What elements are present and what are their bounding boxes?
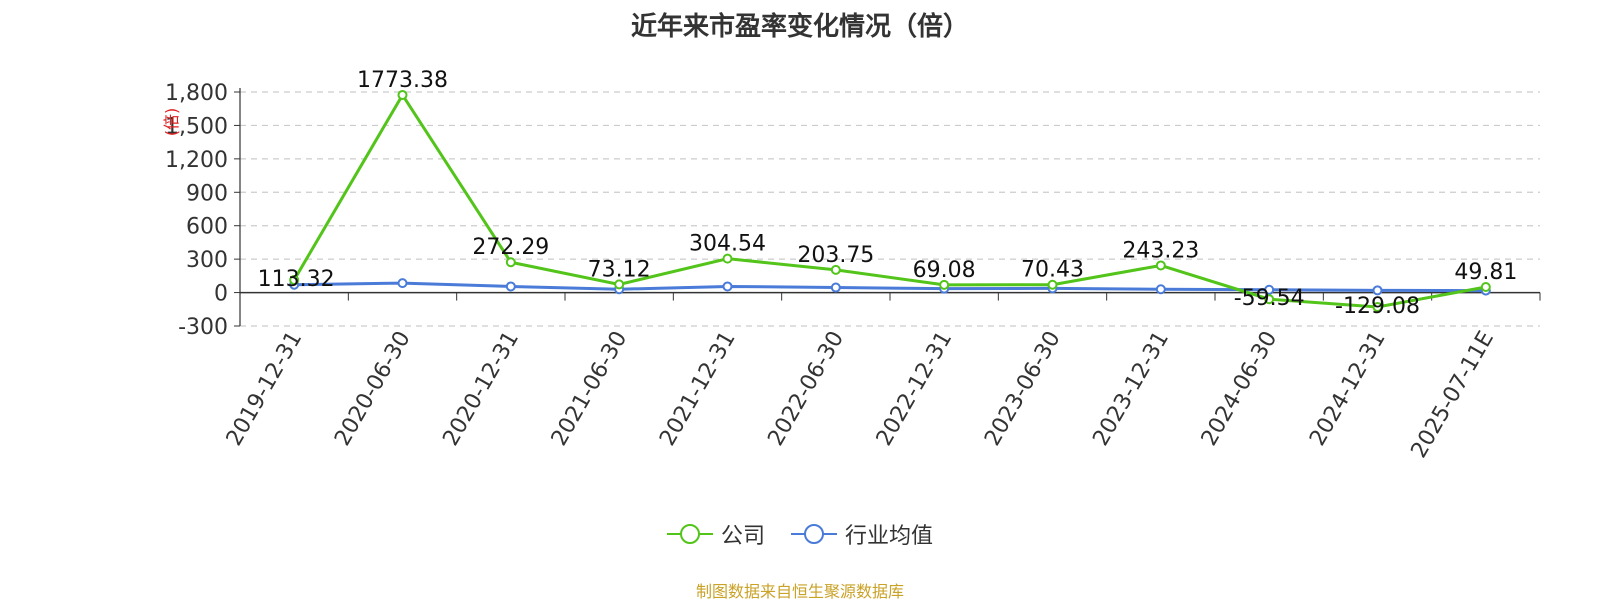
company-data-label: 70.43 (1021, 258, 1084, 283)
legend-item-industry-average[interactable]: 行业均值 (791, 518, 933, 550)
y-tick-label: 0 (214, 282, 228, 307)
industry-data-point (830, 282, 841, 293)
company-data-point (1480, 282, 1491, 293)
company-data-point (1372, 301, 1383, 312)
industry-data-point (1155, 284, 1166, 295)
data-labels: 113.32 1773.38 272.29 73.12 304.54 203.75 69.0… (258, 68, 1518, 319)
source-note: 制图数据来自恒生聚源数据库 (695, 582, 904, 601)
company-data-label: 49.81 (1454, 260, 1517, 285)
company-data-label: 203.75 (797, 243, 874, 268)
company-series-line (292, 92, 1487, 309)
series-lines (289, 89, 1491, 312)
company-data-label: 113.32 (258, 267, 335, 292)
legend-company-swatch-icon (666, 524, 713, 544)
company-data-point (1264, 294, 1275, 305)
x-tick-label: 2023-12-31 (1088, 327, 1174, 450)
y-tick-label: 1,200 (165, 148, 228, 173)
y-tick-label: 900 (186, 181, 228, 206)
legend-company-label: 公司 (720, 524, 765, 549)
legend: 公司 行业均值 (0, 518, 1600, 550)
company-data-point (1047, 279, 1058, 290)
company-data-point (289, 274, 300, 285)
x-tick-label: 2023-06-30 (980, 327, 1066, 450)
industry-data-point (1264, 284, 1275, 295)
company-data-label: 272.29 (472, 235, 549, 260)
company-data-point (1155, 260, 1166, 271)
x-tick-label: 2020-06-30 (330, 327, 416, 450)
legend-industry-swatch-icon (791, 524, 837, 544)
grid-lines (240, 91, 1540, 327)
y-tick-label: 600 (186, 215, 228, 240)
company-data-label: 304.54 (689, 232, 766, 257)
x-tick-label: 2024-06-30 (1197, 327, 1283, 450)
x-tick-label: 2021-12-31 (655, 327, 741, 450)
chart-title: 近年来市盈率变化情况（倍） (630, 12, 969, 42)
industry-data-point (505, 281, 516, 292)
x-tick-label: 2024-12-31 (1305, 327, 1391, 450)
company-data-label: 69.08 (913, 258, 976, 283)
industry-data-point (722, 281, 733, 292)
legend-industry-label: 行业均值 (845, 524, 934, 549)
y-tick-label: 300 (186, 248, 228, 273)
company-data-label: 73.12 (588, 257, 651, 282)
company-data-label: 243.23 (1122, 238, 1199, 263)
company-data-point (722, 253, 733, 264)
company-data-label: -59.54 (1234, 286, 1305, 311)
x-tick-label: 2025-07-11E (1406, 327, 1499, 462)
company-data-point (614, 279, 625, 290)
company-data-point (830, 264, 841, 275)
y-axis-title: (倍) (162, 108, 181, 137)
industry-series-line (294, 281, 1486, 293)
company-data-label: -129.08 (1335, 294, 1420, 319)
company-data-point (505, 257, 516, 268)
y-tick-label: -300 (178, 315, 228, 340)
x-tick-label: 2022-12-31 (872, 327, 958, 450)
company-data-point (397, 89, 408, 100)
company-data-point (939, 279, 950, 290)
y-tick-label: 1,800 (165, 81, 228, 106)
x-tick-label: 2019-12-31 (222, 327, 308, 450)
x-tick-label: 2021-06-30 (547, 327, 633, 450)
x-tick-label: 2022-06-30 (763, 327, 849, 450)
industry-data-point (397, 278, 408, 289)
company-data-label: 1773.38 (357, 68, 448, 93)
legend-item-company[interactable]: 公司 (666, 518, 765, 550)
industry-data-point (1372, 285, 1383, 296)
y-tick-label: 1,500 (165, 114, 228, 139)
x-tick-label: 2020-12-31 (438, 327, 524, 450)
